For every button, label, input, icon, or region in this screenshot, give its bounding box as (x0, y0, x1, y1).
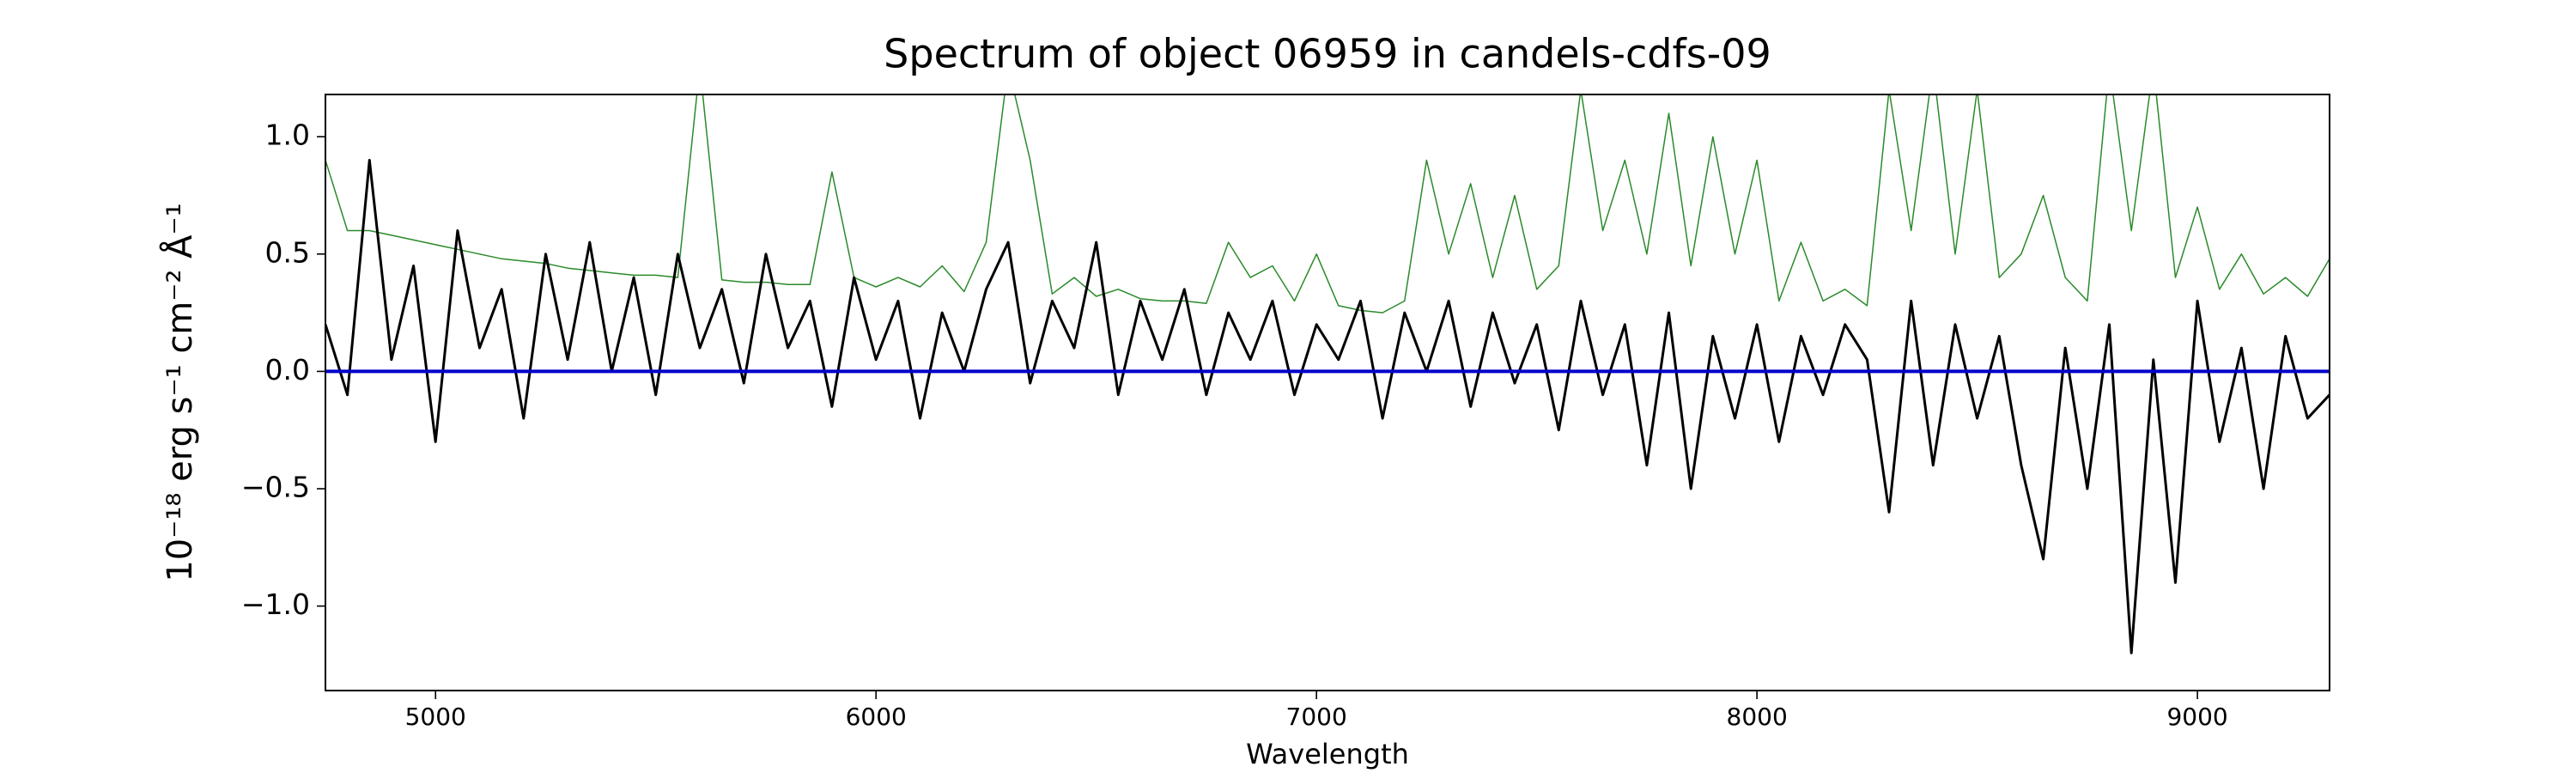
x-tick-label: 5000 (405, 703, 466, 731)
x-tick-label: 6000 (846, 703, 907, 731)
spectrum-line (325, 94, 2330, 313)
chart-title: Spectrum of object 06959 in candels-cdfs… (884, 31, 1771, 77)
x-tick-label: 8000 (1727, 703, 1788, 731)
y-tick-label: 1.0 (265, 119, 310, 152)
x-tick-label: 9000 (2166, 703, 2227, 731)
plot-area (325, 94, 2330, 654)
y-tick-label: −0.5 (241, 471, 310, 504)
x-axis-label: Wavelength (1246, 738, 1409, 770)
y-tick-label: 0.0 (265, 353, 310, 386)
y-tick-label: −1.0 (241, 587, 310, 621)
x-tick-label: 7000 (1286, 703, 1347, 731)
y-tick-label: 0.5 (265, 235, 310, 269)
axes-frame (325, 94, 2330, 691)
y-axis-label: 10⁻¹⁸ erg s⁻¹ cm⁻² Å⁻¹ (159, 203, 200, 581)
